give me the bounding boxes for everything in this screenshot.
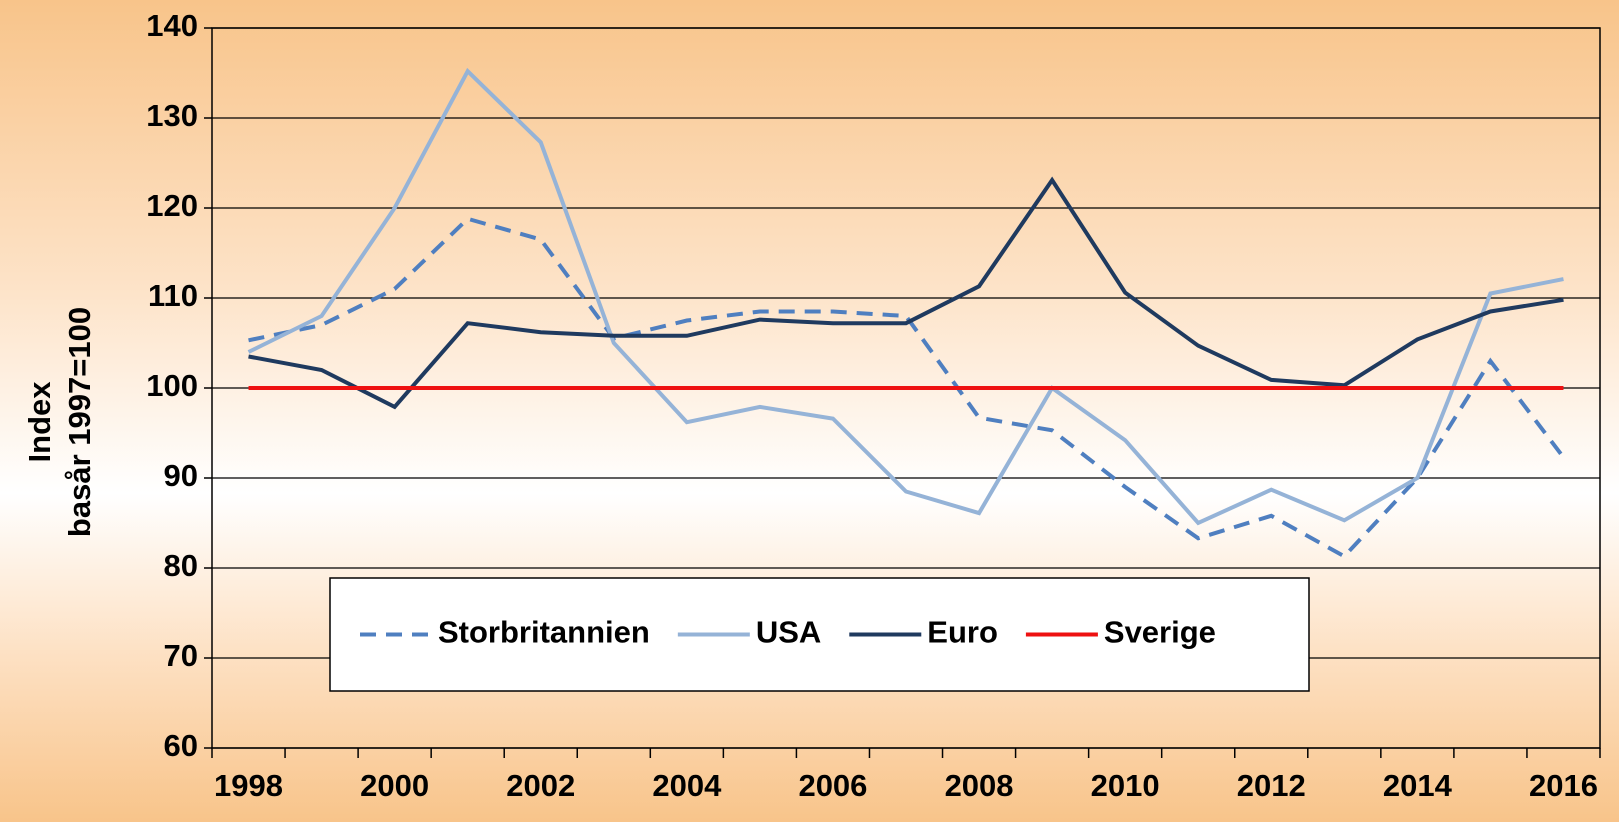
legend-label: USA xyxy=(756,615,821,650)
x-tick-label: 2004 xyxy=(652,768,722,803)
x-tick-label: 2006 xyxy=(798,768,867,803)
x-tick-label: 2000 xyxy=(360,768,429,803)
y-tick-label: 60 xyxy=(164,728,198,763)
x-tick-label: 1998 xyxy=(214,768,283,803)
x-tick-label: 2002 xyxy=(506,768,575,803)
y-tick-label: 70 xyxy=(164,638,198,673)
x-tick-label: 2008 xyxy=(945,768,1014,803)
x-tick-label: 2014 xyxy=(1383,768,1453,803)
y-tick-label: 110 xyxy=(148,278,198,313)
legend-label: Sverige xyxy=(1104,615,1216,650)
x-tick-label: 2016 xyxy=(1529,768,1598,803)
series-line xyxy=(248,176,1564,410)
series-line xyxy=(247,67,1564,526)
legend-label: Storbritannien xyxy=(438,615,650,650)
x-tick-label: 2012 xyxy=(1237,768,1306,803)
y-tick-label: 130 xyxy=(146,98,198,133)
y-tick-label: 120 xyxy=(146,188,198,223)
legend-box xyxy=(329,577,1310,692)
y-tick-label: 100 xyxy=(146,368,198,403)
y-tick-label: 140 xyxy=(146,8,198,43)
legend-label: Euro xyxy=(927,615,998,650)
y-axis-label: Index xyxy=(22,381,57,463)
y-tick-label: 80 xyxy=(164,548,198,583)
x-tick-label: 2010 xyxy=(1091,768,1160,803)
y-axis-label: basår 1997=100 xyxy=(62,307,97,537)
y-tick-label: 90 xyxy=(164,458,198,493)
